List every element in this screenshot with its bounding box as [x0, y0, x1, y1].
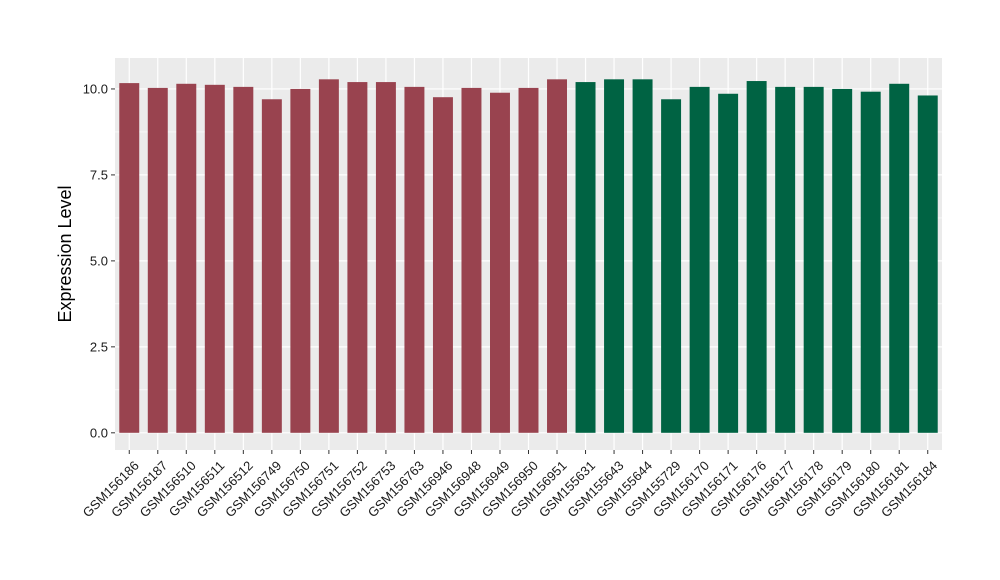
- bar-GSM156170: [689, 86, 710, 433]
- bar-GSM156510: [176, 83, 197, 433]
- y-tick-label: 7.5: [90, 167, 108, 182]
- y-axis-title: Expression Level: [55, 185, 75, 322]
- y-tick-label: 2.5: [90, 339, 108, 354]
- bar-GSM156178: [803, 86, 824, 433]
- bar-GSM155729: [661, 99, 682, 433]
- bar-GSM156750: [290, 88, 311, 433]
- bars-group: [119, 79, 938, 433]
- bar-GSM156950: [518, 87, 539, 433]
- y-tick-label: 5.0: [90, 253, 108, 268]
- bar-GSM156951: [547, 79, 567, 433]
- bar-GSM156512: [233, 86, 254, 433]
- bar-GSM156948: [461, 87, 482, 433]
- bar-GSM156752: [347, 82, 368, 433]
- bar-GSM156511: [204, 84, 225, 433]
- bar-GSM156184: [917, 95, 938, 433]
- bar-GSM156176: [746, 81, 767, 433]
- y-tick-label: 0.0: [90, 425, 108, 440]
- bar-GSM155644: [632, 79, 653, 433]
- bar-GSM156763: [404, 86, 425, 433]
- bar-GSM156187: [147, 87, 168, 433]
- bar-GSM155643: [604, 79, 625, 433]
- bar-GSM156177: [775, 86, 796, 433]
- bar-GSM156181: [889, 83, 910, 433]
- bar-GSM156946: [432, 97, 453, 433]
- bar-GSM155631: [575, 82, 596, 433]
- bar-GSM156749: [261, 99, 282, 433]
- bar-GSM156171: [718, 93, 739, 433]
- bar-GSM156751: [318, 79, 339, 433]
- y-axis: 0.0 2.5 5.0 7.5 10.0: [83, 81, 115, 440]
- bar-GSM156186: [119, 83, 140, 433]
- bar-GSM156179: [832, 88, 853, 433]
- x-axis: GSM156186GSM156187GSM156510GSM156511GSM1…: [80, 450, 940, 520]
- bar-GSM156753: [375, 82, 396, 433]
- y-tick-label: 10.0: [83, 81, 108, 96]
- bar-GSM156949: [490, 92, 510, 433]
- bar-GSM156180: [860, 91, 881, 433]
